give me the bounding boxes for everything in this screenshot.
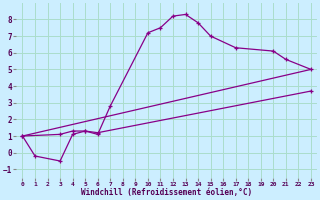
X-axis label: Windchill (Refroidissement éolien,°C): Windchill (Refroidissement éolien,°C) [81,188,252,197]
